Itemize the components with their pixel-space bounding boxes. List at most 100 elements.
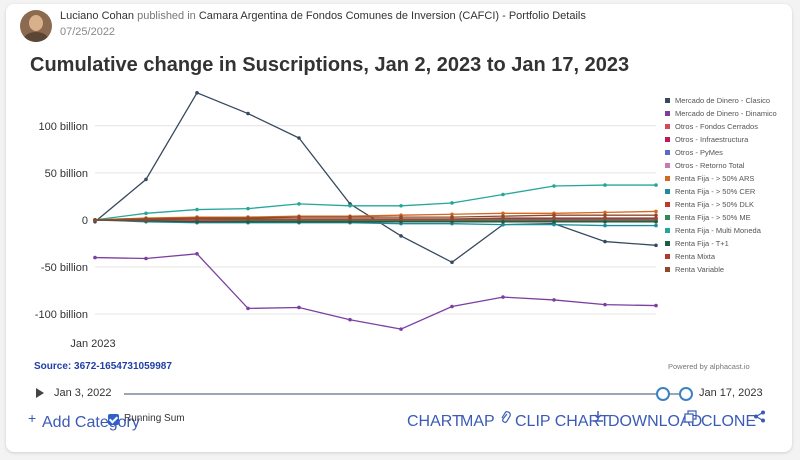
legend-item[interactable]: Otros - PyMes bbox=[665, 148, 785, 157]
series-line[interactable] bbox=[94, 184, 656, 221]
legend-item[interactable]: Otros - Fondos Cerrados bbox=[665, 122, 785, 131]
avatar[interactable] bbox=[20, 10, 52, 42]
play-icon[interactable] bbox=[36, 388, 44, 398]
data-point[interactable] bbox=[195, 216, 199, 220]
running-sum-checkbox[interactable] bbox=[108, 414, 119, 425]
legend-item[interactable]: Mercado de Dinero - Dinamico bbox=[665, 109, 785, 118]
data-point[interactable] bbox=[399, 215, 403, 219]
data-point[interactable] bbox=[297, 202, 301, 206]
data-point[interactable] bbox=[603, 183, 607, 187]
data-point[interactable] bbox=[144, 177, 148, 182]
data-point[interactable] bbox=[246, 219, 250, 224]
plus-icon[interactable]: + bbox=[28, 410, 37, 426]
data-point[interactable] bbox=[348, 215, 352, 219]
download-button[interactable]: DOWNLOAD bbox=[608, 413, 703, 430]
data-point[interactable] bbox=[654, 223, 658, 228]
data-point[interactable] bbox=[297, 219, 301, 224]
clip-chart-button[interactable]: CLIP CHART bbox=[515, 413, 610, 430]
data-point[interactable] bbox=[603, 302, 607, 307]
data-point[interactable] bbox=[654, 303, 658, 308]
data-point[interactable] bbox=[450, 260, 454, 265]
data-point[interactable] bbox=[144, 211, 148, 216]
source-label[interactable]: Source: 3672-1654731059987 bbox=[34, 361, 172, 372]
legend-item[interactable]: Renta Fija - T+1 bbox=[665, 239, 785, 248]
data-point[interactable] bbox=[297, 215, 301, 219]
share-icon[interactable] bbox=[753, 410, 766, 423]
data-point[interactable] bbox=[348, 203, 352, 208]
data-point[interactable] bbox=[399, 203, 403, 208]
clone-button[interactable]: CLONE bbox=[701, 413, 757, 430]
data-point[interactable] bbox=[501, 211, 505, 216]
data-point[interactable] bbox=[450, 201, 454, 205]
data-point[interactable] bbox=[603, 210, 607, 215]
data-point[interactable] bbox=[501, 222, 505, 227]
data-point[interactable] bbox=[450, 212, 454, 217]
data-point[interactable] bbox=[399, 327, 403, 331]
data-point[interactable] bbox=[93, 218, 97, 222]
data-point[interactable] bbox=[399, 234, 403, 238]
legend-item[interactable]: Renta Variable bbox=[665, 265, 785, 274]
legend-item[interactable]: Renta Mixta bbox=[665, 252, 785, 261]
timeline-start-handle[interactable] bbox=[656, 387, 670, 401]
download-icon[interactable] bbox=[592, 410, 604, 423]
data-point[interactable] bbox=[603, 239, 607, 244]
data-point[interactable] bbox=[144, 217, 148, 221]
paperclip-icon[interactable] bbox=[500, 411, 511, 424]
data-point[interactable] bbox=[195, 252, 199, 256]
data-point[interactable] bbox=[195, 207, 199, 212]
timeline-end-handle[interactable] bbox=[679, 387, 693, 401]
legend-item[interactable]: Renta Fija - > 50% ME bbox=[665, 213, 785, 222]
data-point[interactable] bbox=[195, 91, 199, 95]
data-point[interactable] bbox=[246, 206, 250, 211]
series-line[interactable] bbox=[94, 253, 657, 330]
series-line[interactable] bbox=[94, 219, 656, 223]
data-point[interactable] bbox=[654, 183, 658, 187]
series-line[interactable] bbox=[94, 210, 657, 221]
legend-item[interactable]: Renta Fija - > 50% ARS bbox=[665, 174, 785, 183]
series-line[interactable] bbox=[94, 214, 656, 221]
data-point[interactable] bbox=[450, 219, 454, 224]
data-point[interactable] bbox=[552, 213, 556, 218]
series-line[interactable] bbox=[94, 92, 657, 264]
data-point[interactable] bbox=[297, 136, 301, 140]
data-point[interactable] bbox=[348, 219, 352, 224]
legend-item[interactable]: Renta Fija - Multi Moneda bbox=[665, 226, 785, 235]
data-point[interactable] bbox=[552, 216, 556, 220]
legend-item[interactable]: Otros - Retorno Total bbox=[665, 161, 785, 170]
data-point[interactable] bbox=[603, 216, 607, 220]
series-line[interactable] bbox=[94, 219, 656, 227]
data-point[interactable] bbox=[246, 306, 250, 311]
data-point[interactable] bbox=[399, 219, 403, 224]
data-point[interactable] bbox=[603, 213, 607, 218]
series-line[interactable] bbox=[95, 217, 656, 221]
data-point[interactable] bbox=[195, 219, 199, 224]
data-point[interactable] bbox=[501, 192, 505, 197]
data-point[interactable] bbox=[450, 215, 454, 219]
data-point[interactable] bbox=[144, 256, 148, 261]
data-point[interactable] bbox=[501, 214, 505, 218]
clone-icon[interactable] bbox=[684, 410, 697, 423]
series-line[interactable] bbox=[94, 219, 656, 222]
data-point[interactable] bbox=[552, 298, 556, 302]
data-point[interactable] bbox=[246, 111, 250, 116]
data-point[interactable] bbox=[552, 219, 556, 224]
data-point[interactable] bbox=[501, 295, 505, 299]
timeline-slider-track[interactable] bbox=[124, 393, 686, 395]
data-point[interactable] bbox=[552, 222, 556, 227]
publication-name[interactable]: Camara Argentina de Fondos Comunes de In… bbox=[198, 10, 586, 22]
data-point[interactable] bbox=[348, 317, 352, 322]
data-point[interactable] bbox=[654, 216, 658, 220]
data-point[interactable] bbox=[501, 219, 505, 224]
legend-item[interactable]: Mercado de Dinero - Clasico bbox=[665, 96, 785, 105]
map-button[interactable]: MAP bbox=[460, 413, 495, 430]
chart-button[interactable]: CHART bbox=[407, 413, 462, 430]
data-point[interactable] bbox=[246, 216, 250, 220]
legend-item[interactable]: Otros - Infraestructura bbox=[665, 135, 785, 144]
data-point[interactable] bbox=[603, 223, 607, 228]
legend-item[interactable]: Renta Fija - > 50% CER bbox=[665, 187, 785, 196]
data-point[interactable] bbox=[450, 304, 454, 309]
data-point[interactable] bbox=[297, 305, 301, 310]
data-point[interactable] bbox=[654, 209, 658, 214]
data-point[interactable] bbox=[93, 255, 97, 260]
data-point[interactable] bbox=[654, 219, 658, 224]
